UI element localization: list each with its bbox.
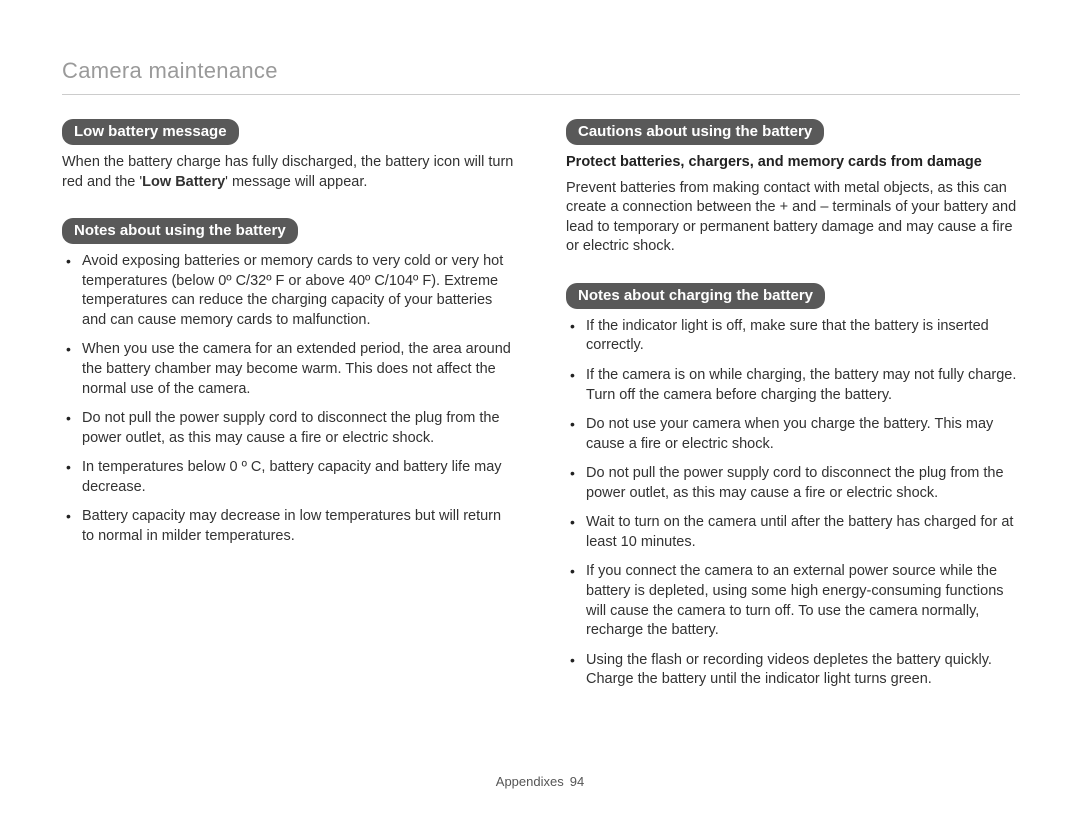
list-item: Using the flash or recording videos depl… — [570, 651, 1020, 690]
footer-label: Appendixes — [496, 774, 564, 789]
page-container: Camera maintenance Low battery message W… — [0, 0, 1080, 756]
page-number: 94 — [570, 774, 584, 789]
list-item: Wait to turn on the camera until after t… — [570, 513, 1020, 552]
columns: Low battery message When the battery cha… — [62, 119, 1020, 716]
pill-cautions: Cautions about using the battery — [566, 119, 824, 145]
text-span: ' message will appear. — [225, 174, 367, 190]
page-title: Camera maintenance — [62, 58, 1020, 95]
section-notes-using: Notes about using the battery Avoid expo… — [62, 218, 516, 546]
list-item: Avoid exposing batteries or memory cards… — [66, 252, 516, 330]
text-bold: Low Battery — [142, 174, 225, 190]
list-item: When you use the camera for an extended … — [66, 340, 516, 399]
left-column: Low battery message When the battery cha… — [62, 119, 516, 716]
list-item: Do not use your camera when you charge t… — [570, 415, 1020, 454]
list-item: If you connect the camera to an external… — [570, 562, 1020, 640]
list-item: If the camera is on while charging, the … — [570, 366, 1020, 405]
low-battery-text: When the battery charge has fully discha… — [62, 153, 516, 192]
pill-notes-charging: Notes about charging the battery — [566, 283, 825, 309]
list-item: In temperatures below 0 º C, battery cap… — [66, 458, 516, 497]
section-notes-charging: Notes about charging the battery If the … — [566, 283, 1020, 690]
list-item: Do not pull the power supply cord to dis… — [570, 464, 1020, 503]
pill-notes-using: Notes about using the battery — [62, 218, 298, 244]
list-item: Battery capacity may decrease in low tem… — [66, 507, 516, 546]
cautions-text: Prevent batteries from making contact wi… — [566, 179, 1020, 257]
notes-charging-list: If the indicator light is off, make sure… — [566, 317, 1020, 690]
pill-low-battery: Low battery message — [62, 119, 239, 145]
list-item: Do not pull the power supply cord to dis… — [66, 409, 516, 448]
right-column: Cautions about using the battery Protect… — [566, 119, 1020, 716]
section-cautions: Cautions about using the battery Protect… — [566, 119, 1020, 257]
footer: Appendixes 94 — [0, 774, 1080, 789]
notes-using-list: Avoid exposing batteries or memory cards… — [62, 252, 516, 546]
list-item: If the indicator light is off, make sure… — [570, 317, 1020, 356]
section-low-battery: Low battery message When the battery cha… — [62, 119, 516, 192]
cautions-subhead: Protect batteries, chargers, and memory … — [566, 153, 1020, 173]
